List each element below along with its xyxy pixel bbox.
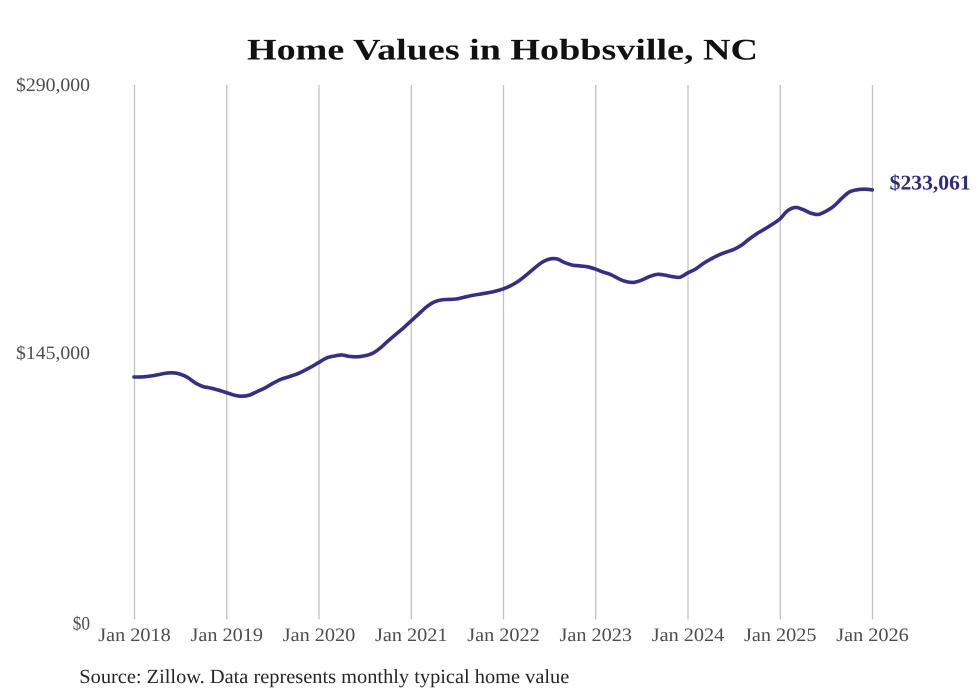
svg-text:Jan 2020: Jan 2020 bbox=[283, 625, 356, 646]
svg-text:Jan 2026: Jan 2026 bbox=[836, 625, 909, 646]
svg-text:Jan 2018: Jan 2018 bbox=[98, 625, 171, 646]
svg-text:$145,000: $145,000 bbox=[16, 343, 90, 364]
svg-text:Source: Zillow. Data represent: Source: Zillow. Data represents monthly … bbox=[79, 666, 569, 688]
svg-text:Home Values in Hobbsville, NC: Home Values in Hobbsville, NC bbox=[247, 34, 758, 67]
svg-text:Jan 2019: Jan 2019 bbox=[191, 625, 264, 646]
svg-text:$0: $0 bbox=[73, 613, 90, 634]
svg-text:Jan 2024: Jan 2024 bbox=[652, 625, 725, 646]
svg-text:$290,000: $290,000 bbox=[16, 75, 90, 96]
svg-text:Jan 2022: Jan 2022 bbox=[467, 625, 540, 646]
svg-text:Jan 2023: Jan 2023 bbox=[560, 625, 633, 646]
svg-text:Jan 2025: Jan 2025 bbox=[744, 625, 817, 646]
svg-text:Jan 2021: Jan 2021 bbox=[375, 625, 448, 646]
svg-text:$233,061: $233,061 bbox=[890, 170, 971, 194]
